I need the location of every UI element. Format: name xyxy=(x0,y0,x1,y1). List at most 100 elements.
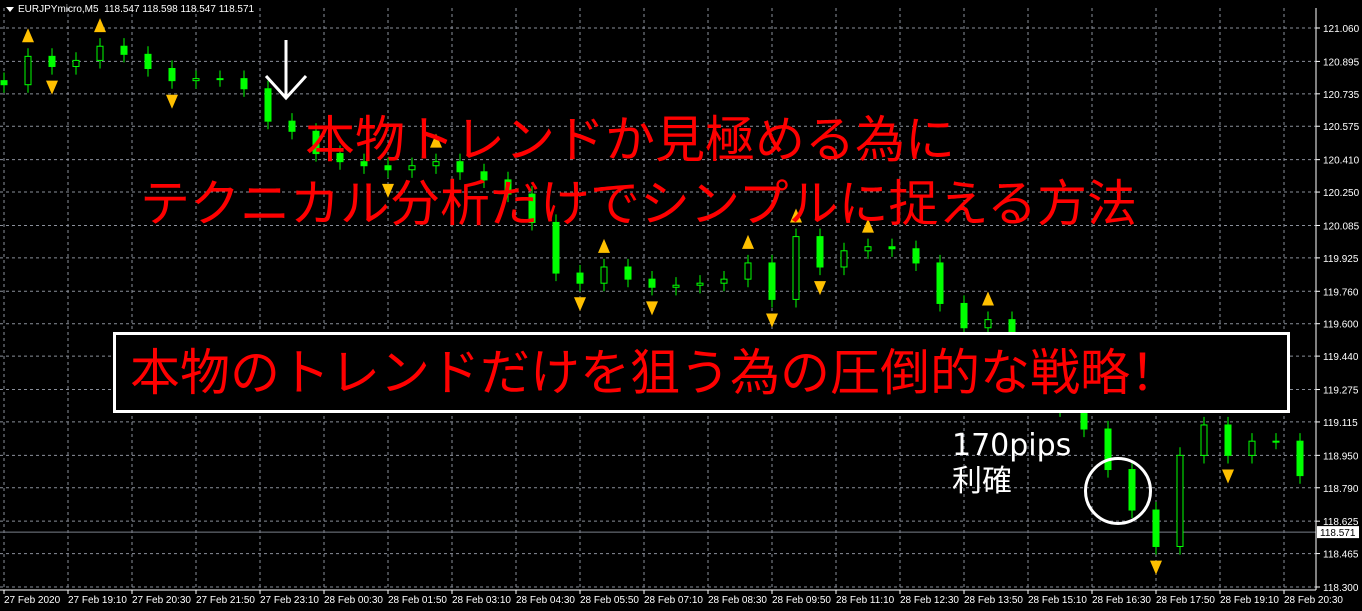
y-tick-label: 120.085 xyxy=(1323,221,1360,232)
candle-body xyxy=(360,161,368,167)
y-tick-label: 119.115 xyxy=(1323,418,1358,429)
y-tick-label: 120.735 xyxy=(1323,90,1360,101)
candle-body xyxy=(1176,454,1184,547)
candle-body xyxy=(528,193,536,223)
fractal-up-icon xyxy=(430,133,442,148)
candle-body xyxy=(240,78,248,90)
y-tick-label: 120.410 xyxy=(1323,156,1360,167)
candle-body xyxy=(576,272,584,284)
y-tick-label: 119.440 xyxy=(1323,352,1359,363)
candle-body xyxy=(1296,440,1304,477)
candle-body xyxy=(1248,440,1256,456)
current-price-label: 118.571 xyxy=(1320,528,1356,539)
candle-body xyxy=(600,266,608,284)
x-tick-label: 27 Feb 23:10 xyxy=(260,595,319,606)
y-tick-label: 118.300 xyxy=(1323,583,1359,594)
profit-annotation: 170pips 利確 xyxy=(952,428,1071,500)
y-tick-label: 119.600 xyxy=(1323,320,1359,331)
candle-body xyxy=(480,171,488,181)
x-tick-label: 28 Feb 12:30 xyxy=(900,595,959,606)
candle-body xyxy=(1224,424,1232,456)
take-profit-circle xyxy=(1084,457,1152,525)
y-tick-label: 118.625 xyxy=(1323,517,1359,528)
candle-body xyxy=(504,179,512,195)
current-price-tag xyxy=(1317,526,1359,539)
down-arrow-icon xyxy=(264,40,308,101)
fractal-down-icon xyxy=(166,94,178,109)
candle-body xyxy=(984,319,992,329)
y-tick-label: 120.250 xyxy=(1323,188,1360,199)
x-tick-label: 27 Feb 19:10 xyxy=(68,595,127,606)
x-tick-label: 28 Feb 00:30 xyxy=(324,595,383,606)
ohlc-values: 118.547 118.598 118.547 118.571 xyxy=(104,4,255,15)
time-axis: 27 Feb 2020 27 Feb 19:10 27 Feb 20:30 27 Fe… xyxy=(3,590,1343,606)
candle-body xyxy=(216,78,224,81)
fractal-down-icon xyxy=(382,183,394,198)
y-tick-label: 121.060 xyxy=(1323,24,1360,35)
candle-body xyxy=(48,55,56,67)
candle-body xyxy=(552,221,560,274)
headline-line-1: 本物トレンドか見極める為に xyxy=(305,111,955,169)
symbol-label: EURJPYmicro,M5 xyxy=(18,4,99,15)
candle-body xyxy=(1200,424,1208,456)
fractal-down-icon xyxy=(574,297,586,312)
x-tick-label: 28 Feb 17:50 xyxy=(1156,595,1215,606)
take-profit-label: 利確 xyxy=(952,464,1012,499)
x-tick-label: 28 Feb 04:30 xyxy=(516,595,575,606)
candle-body xyxy=(336,153,344,163)
candle-body xyxy=(1152,509,1160,547)
y-tick-label: 118.950 xyxy=(1323,451,1359,462)
x-tick-label: 28 Feb 08:30 xyxy=(708,595,767,606)
fractal-down-icon xyxy=(1222,469,1234,484)
x-tick-label: 27 Feb 20:30 xyxy=(132,595,191,606)
x-tick-label: 28 Feb 05:50 xyxy=(580,595,639,606)
candle-body xyxy=(720,278,728,284)
headline-line-2: テクニカル分析だけでシンプルに捉える方法 xyxy=(140,175,1137,233)
candle-body xyxy=(312,130,320,155)
candle-body xyxy=(816,236,824,268)
y-tick-label: 118.465 xyxy=(1323,550,1359,561)
candle-body xyxy=(192,78,200,82)
dropdown-triangle-icon[interactable] xyxy=(6,6,14,12)
candle-body xyxy=(456,161,464,173)
candle-body xyxy=(72,59,80,67)
fractal-down-icon xyxy=(646,301,658,316)
boxed-banner: 本物のトレンドだけを狙う為の圧倒的な戦略！ xyxy=(113,332,1290,413)
x-tick-label: 28 Feb 07:10 xyxy=(644,595,703,606)
candle-body xyxy=(696,282,704,286)
fractal-up-icon xyxy=(790,208,802,223)
candle-body xyxy=(888,246,896,250)
candle-body xyxy=(144,53,152,70)
candle-body xyxy=(936,262,944,304)
candle-body xyxy=(264,88,272,122)
fractal-up-icon xyxy=(22,28,34,43)
x-tick-label: 28 Feb 20:30 xyxy=(1284,595,1343,606)
y-tick-label: 119.925 xyxy=(1323,254,1359,265)
fractal-down-icon xyxy=(1150,560,1162,575)
x-tick-label: 28 Feb 01:50 xyxy=(388,595,447,606)
fractal-up-icon xyxy=(598,238,610,253)
candle-body xyxy=(408,165,416,171)
x-tick-label: 28 Feb 16:30 xyxy=(1092,595,1151,606)
fractal-up-icon xyxy=(742,234,754,249)
fractal-down-icon xyxy=(766,313,778,328)
candle-body xyxy=(624,266,632,280)
pips-label: 170pips xyxy=(952,428,1072,463)
fractal-up-icon xyxy=(94,18,106,33)
x-tick-label: 27 Feb 21:50 xyxy=(196,595,255,606)
candle-body xyxy=(0,80,8,86)
candle-body xyxy=(960,302,968,329)
fractal-up-icon xyxy=(862,218,874,233)
x-tick-label: 27 Feb 2020 xyxy=(4,595,61,606)
x-tick-label: 28 Feb 13:50 xyxy=(964,595,1023,606)
candle-body xyxy=(672,284,680,288)
candle-body xyxy=(744,262,752,280)
x-tick-label: 28 Feb 09:50 xyxy=(772,595,831,606)
fractal-up-icon xyxy=(982,291,994,306)
grid xyxy=(0,8,1316,590)
candle-body xyxy=(768,262,776,300)
chart-header: EURJPYmicro,M5 118.547 118.598 118.547 1… xyxy=(6,4,254,15)
y-tick-label: 119.760 xyxy=(1323,287,1359,298)
x-tick-label: 28 Feb 03:10 xyxy=(452,595,511,606)
